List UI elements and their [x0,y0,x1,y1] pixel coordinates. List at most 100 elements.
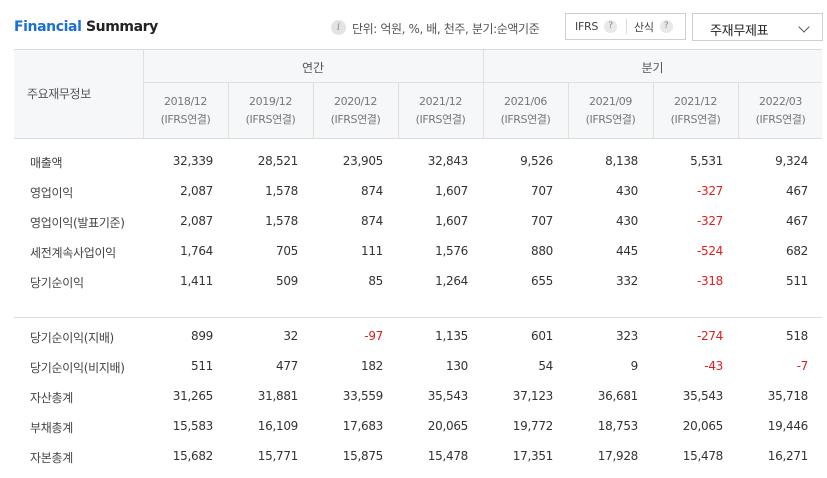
option-divider [626,19,627,34]
table-cell: 9,526 [520,154,553,168]
column-header: 2021/12 (IFRS연결) [398,93,483,129]
table-cell: 1,578 [265,184,298,198]
table-cell: 35,543 [427,389,469,403]
table-cell: 16,271 [767,449,809,463]
question-icon[interactable]: ? [659,20,673,33]
column-basis: (IFRS연결) [500,113,551,126]
column-period: 2021/12 [419,95,462,108]
column-basis: (IFRS연결) [330,113,381,126]
statement-select[interactable]: 주재무제표 [692,13,823,41]
table-cell: 705 [275,244,298,258]
table-cell: 8,138 [605,154,638,168]
column-basis: (IFRS연결) [670,113,721,126]
row-label: 영업이익(발표기준) [30,216,125,230]
row-header-label: 주요재무정보 [27,87,91,101]
column-basis: (IFRS연결) [415,113,466,126]
row-label: 부채총계 [30,421,73,435]
table-cell: 899 [190,329,213,343]
table-cell: -43 [704,359,723,373]
table-cell: 32 [283,329,298,343]
column-header: 2018/12 (IFRS연결) [143,93,228,129]
column-basis: (IFRS연결) [245,113,296,126]
table-cell: 15,583 [172,419,214,433]
table-cell: 430 [615,214,638,228]
column-divider [568,83,569,138]
table-cell: 111 [360,244,383,258]
column-header: 2021/12 (IFRS연결) [653,93,738,129]
table-cell: 16,109 [257,419,299,433]
table-cell: 17,351 [512,449,554,463]
table-cell: 1,764 [180,244,213,258]
unit-description: 단위: 억원, %, 배, 천주, 분기:순액기준 [352,22,540,36]
title-part-summary: Summary [81,19,158,35]
financial-table: 주요재무정보 연간 분기 2018/12 (IFRS연결) 2019/12 (IFRS… [14,49,822,478]
column-header: 2020/12 (IFRS연결) [313,93,398,129]
column-header: 2021/09 (IFRS연결) [568,93,653,129]
section-divider-line [14,317,822,318]
ifrs-button[interactable]: IFRS ? [575,14,617,39]
table-cell: 17,928 [597,449,639,463]
table-cell: 28,521 [257,154,299,168]
statement-select-value: 주재무제표 [710,24,769,39]
question-icon[interactable]: ? [604,20,617,33]
row-label: 당기순이익(지배) [30,331,114,345]
table-cell: 130 [445,359,468,373]
summary-header: Financial Summary i 단위: 억원, %, 배, 천주, 분기… [0,0,827,46]
formula-label: 산식 [634,20,654,34]
table-top-border [14,49,822,50]
table-cell: 1,578 [265,214,298,228]
column-basis: (IFRS연결) [755,113,806,126]
table-cell: 1,135 [435,329,468,343]
table-cell: 54 [538,359,553,373]
table-cell: 9,324 [775,154,808,168]
table-cell: 511 [785,274,808,288]
table-cell: 36,681 [597,389,639,403]
table-cell: 19,772 [512,419,554,433]
table-cell: 477 [275,359,298,373]
table-cell: 18,753 [597,419,639,433]
group-quarterly: 분기 [641,61,664,75]
column-divider [398,83,399,138]
table-cell: 874 [360,214,383,228]
column-basis: (IFRS연결) [160,113,211,126]
table-cell: 15,682 [172,449,214,463]
table-cell: 37,123 [512,389,554,403]
column-divider [228,83,229,138]
table-cell: 332 [615,274,638,288]
table-cell: -97 [364,329,383,343]
table-cell: 20,065 [427,419,469,433]
column-header: 2022/03 (IFRS연결) [738,93,823,129]
table-cell: 467 [785,184,808,198]
table-cell: 511 [190,359,213,373]
column-divider [653,83,654,138]
column-period: 2022/03 [759,95,802,108]
column-period: 2021/12 [674,95,717,108]
table-cell: 323 [615,329,638,343]
table-cell: 874 [360,184,383,198]
row-label: 세전계속사업이익 [30,246,116,260]
table-cell: -327 [696,214,723,228]
column-header: 2021/06 (IFRS연결) [483,93,568,129]
table-cell: 445 [615,244,638,258]
info-icon[interactable]: i [331,20,346,35]
table-head-background [14,50,822,138]
row-label: 당기순이익(비지배) [30,361,125,375]
table-cell: 15,478 [427,449,469,463]
table-cell: 31,265 [172,389,214,403]
row-label: 자산총계 [30,391,73,405]
column-period: 2018/12 [164,95,207,108]
table-cell: 1,607 [435,214,468,228]
table-cell: 33,559 [342,389,384,403]
formula-button[interactable]: 산식 ? [634,14,673,39]
ifrs-label: IFRS [575,20,598,33]
table-cell: -274 [696,329,723,343]
table-cell: 430 [615,184,638,198]
table-cell: 682 [785,244,808,258]
table-cell: 35,543 [682,389,724,403]
column-header: 2019/12 (IFRS연결) [228,93,313,129]
page-title: Financial Summary [14,19,158,35]
group-annual: 연간 [301,61,325,75]
row-label: 영업이익 [30,186,73,200]
table-cell: 5,531 [690,154,723,168]
table-cell: 19,446 [767,419,809,433]
